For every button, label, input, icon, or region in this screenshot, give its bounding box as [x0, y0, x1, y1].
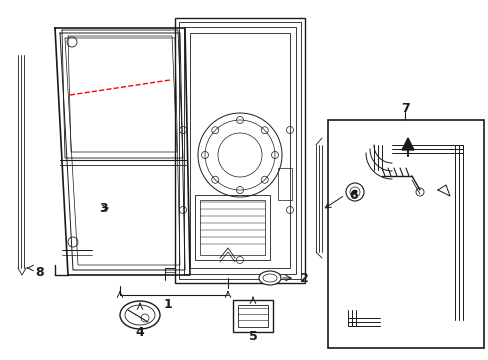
Bar	[232, 300, 272, 332]
Circle shape	[352, 190, 356, 194]
Polygon shape	[401, 138, 413, 150]
Circle shape	[346, 183, 363, 201]
Text: 6: 6	[348, 189, 357, 202]
Text: 5: 5	[248, 329, 257, 342]
Bar	[278, 168, 291, 200]
Bar	[183, 27, 295, 274]
Bar	[190, 33, 289, 268]
Bar	[327, 120, 483, 348]
Text: 2: 2	[299, 271, 308, 284]
Text: 8: 8	[35, 266, 43, 279]
Bar	[238, 305, 267, 327]
Bar	[195, 195, 269, 260]
Bar	[200, 200, 264, 255]
Bar	[175, 18, 305, 283]
Text: 1: 1	[163, 297, 172, 310]
Text: 7: 7	[400, 102, 408, 114]
Text: 3: 3	[99, 202, 108, 215]
Bar	[179, 22, 301, 279]
Ellipse shape	[120, 301, 160, 329]
Text: 4: 4	[135, 325, 144, 338]
Ellipse shape	[259, 271, 281, 285]
